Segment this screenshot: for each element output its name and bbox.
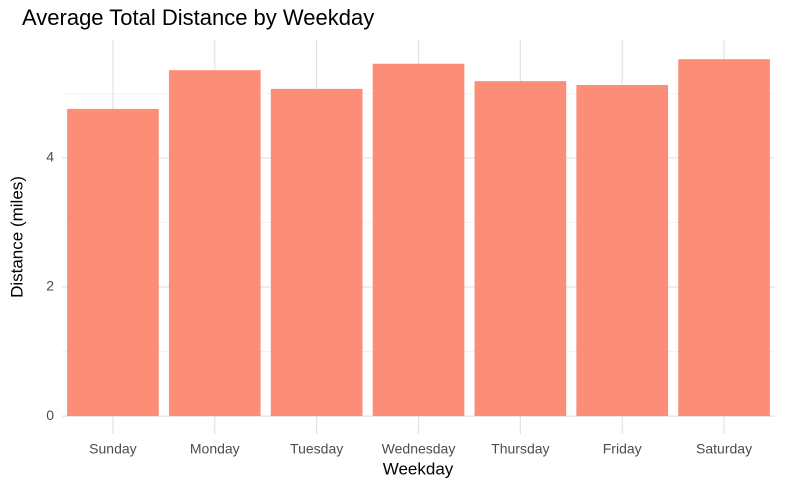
x-axis-label: Weekday <box>383 459 454 478</box>
x-tick-label: Sunday <box>89 441 136 457</box>
bar <box>67 108 159 417</box>
bar <box>678 59 770 417</box>
x-tick-label: Saturday <box>696 441 752 457</box>
x-tick-label: Thursday <box>491 441 549 457</box>
x-tick-label: Tuesday <box>290 441 343 457</box>
bar <box>270 88 363 417</box>
bar <box>168 70 261 417</box>
bar <box>372 63 465 417</box>
y-tick-label: 2 <box>46 278 54 294</box>
bar <box>474 81 567 417</box>
y-tick-label: 4 <box>46 149 54 165</box>
bar <box>576 85 669 417</box>
y-axis-label: Distance (miles) <box>7 176 26 298</box>
x-tick-label: Wednesday <box>382 441 456 457</box>
y-tick-label: 0 <box>46 407 54 423</box>
x-tick-label: Monday <box>190 441 240 457</box>
chart-title: Average Total Distance by Weekday <box>22 5 374 30</box>
x-tick-label: Friday <box>603 441 642 457</box>
